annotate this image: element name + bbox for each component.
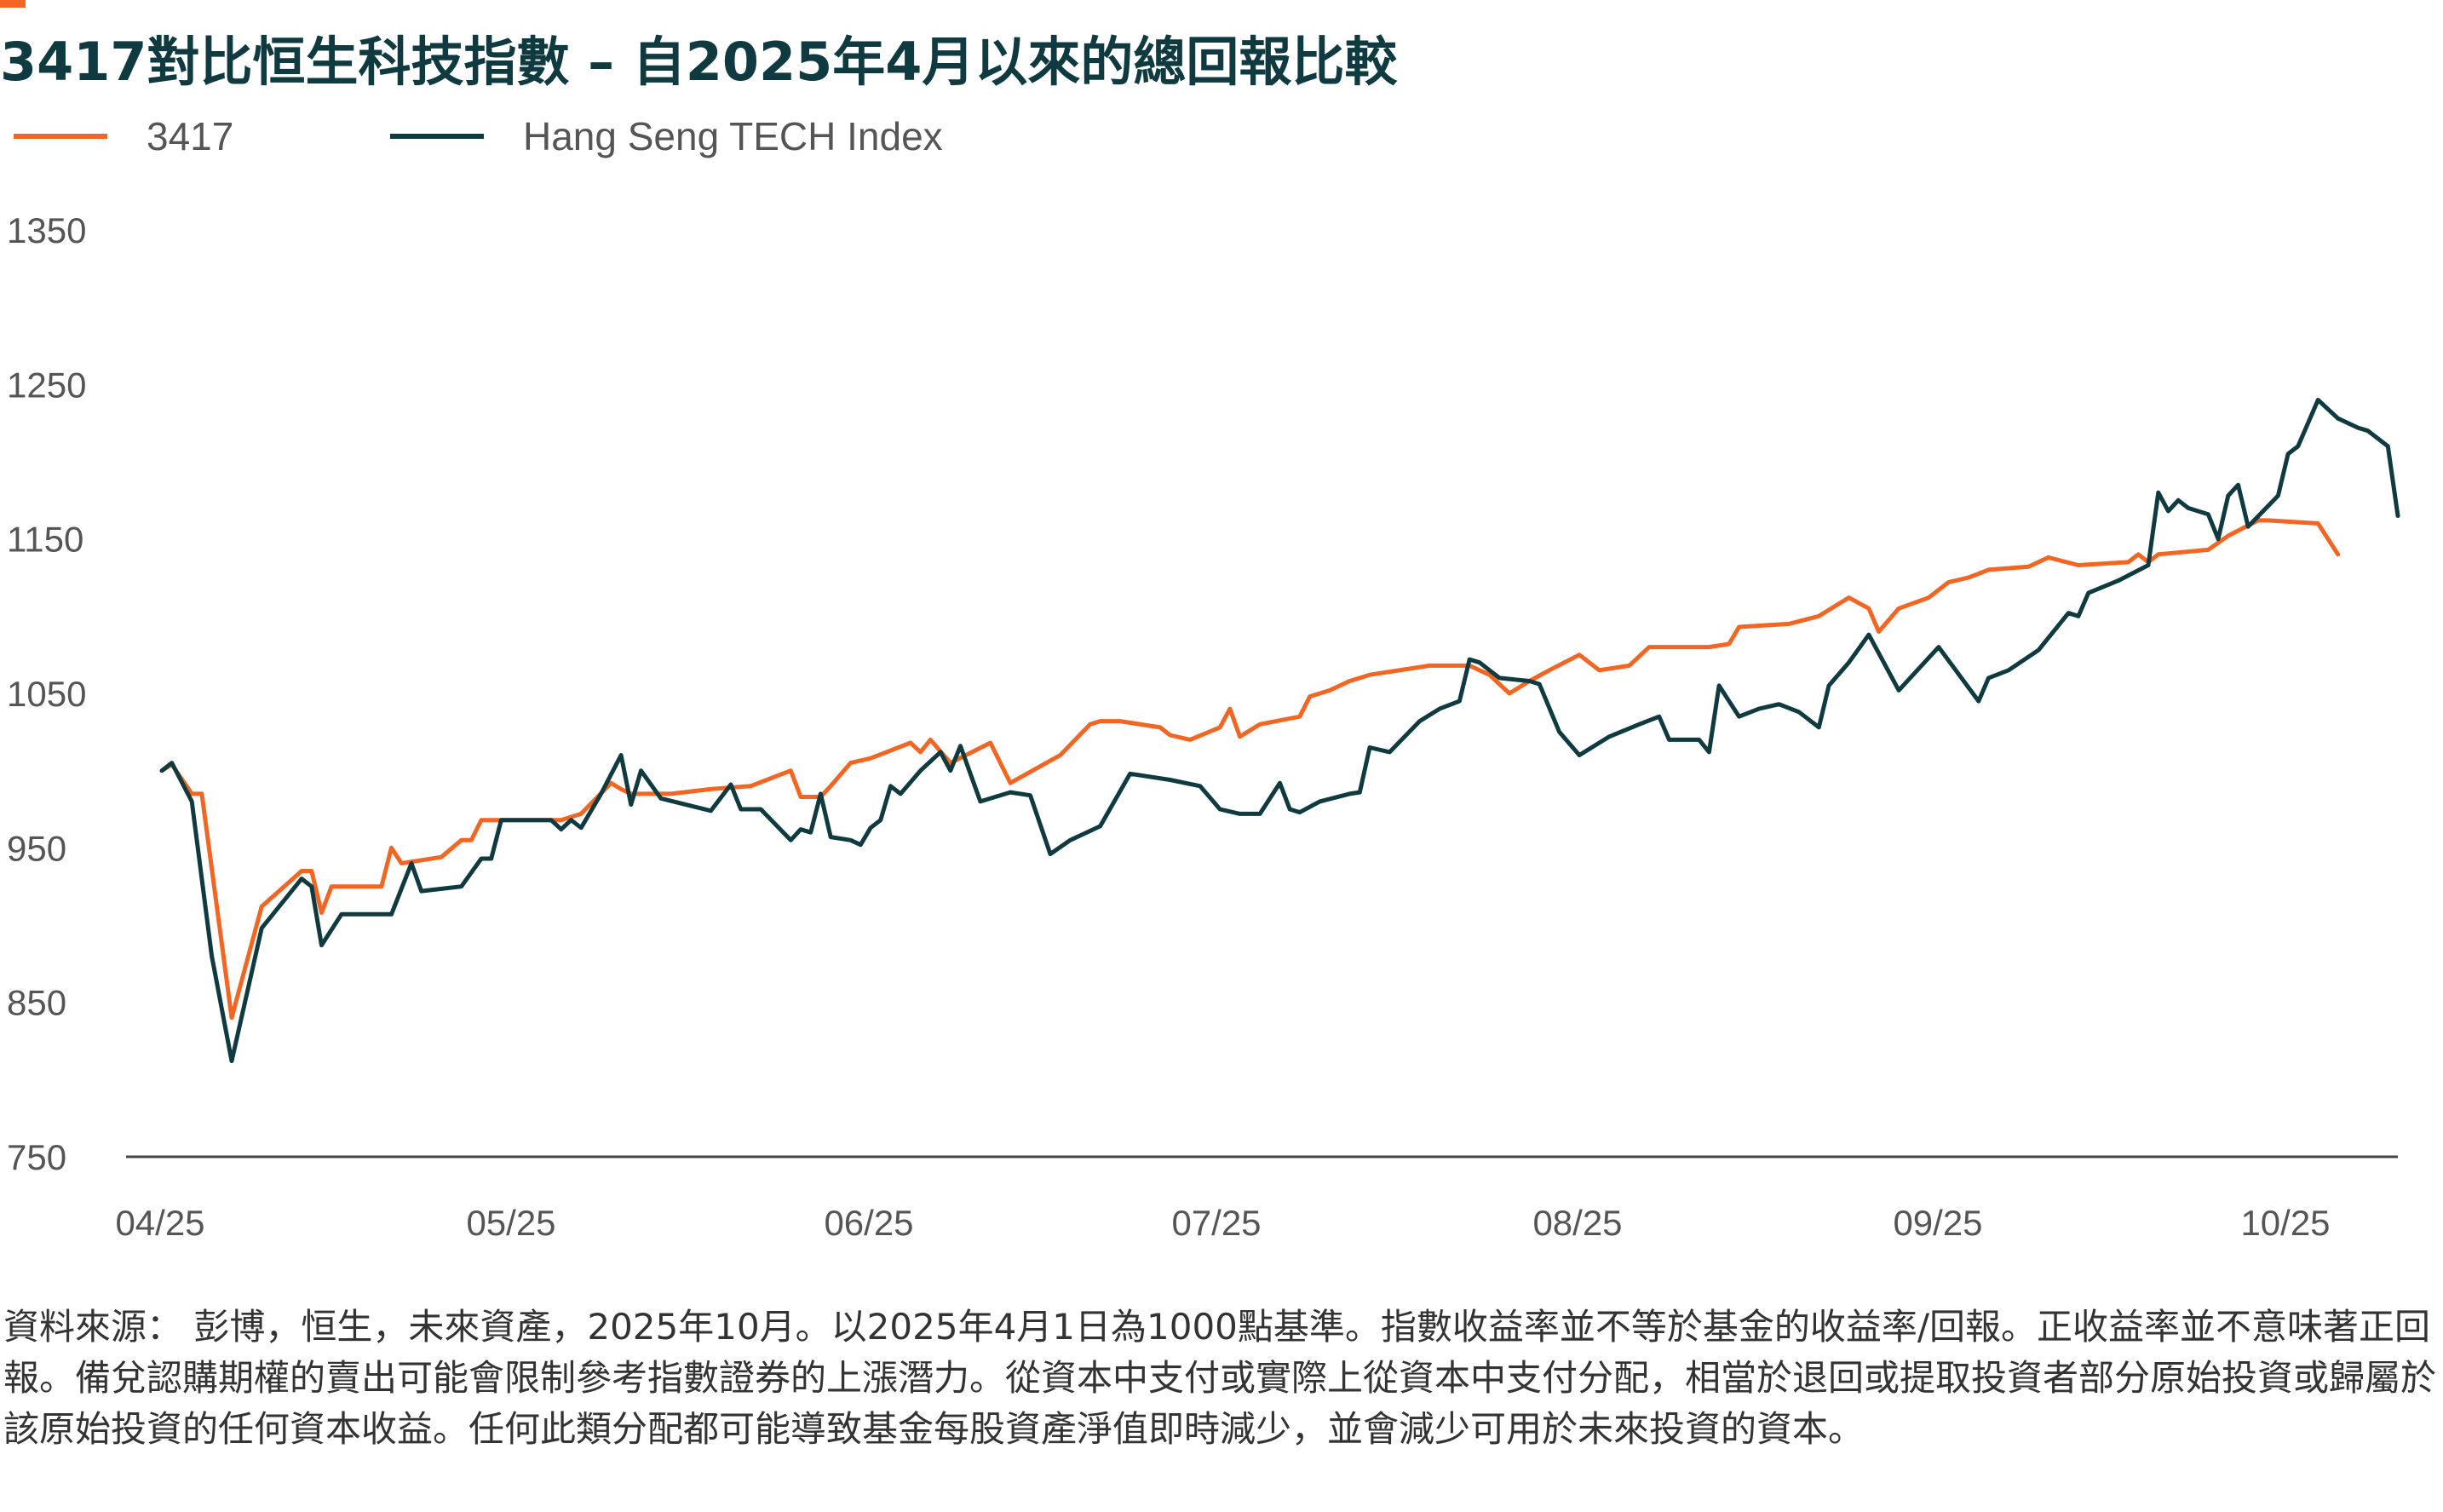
y-tick-label: 850 <box>7 983 66 1023</box>
chart-title: 3417對比恒生科技指數 – 自2025年4月以來的總回報比較 <box>0 31 1398 93</box>
x-tick-label: 07/25 <box>1171 1203 1261 1243</box>
legend-item-hstech: Hang Seng TECH Index <box>390 111 943 162</box>
y-axis-ticks: 1350 1250 1150 1050 950 850 750 <box>7 210 86 1177</box>
legend-swatch-hstech <box>390 134 484 139</box>
legend-label-3417: 3417 <box>147 114 234 158</box>
legend-item-3417: 3417 <box>14 111 233 162</box>
series-layer <box>126 398 2400 1158</box>
accent-bar <box>0 0 26 8</box>
y-tick-label: 1250 <box>7 365 86 405</box>
legend-label-hstech: Hang Seng TECH Index <box>523 114 943 158</box>
y-tick-label: 1150 <box>7 520 83 560</box>
y-tick-label: 950 <box>7 828 66 868</box>
line-chart: 1350 1250 1150 1050 950 850 750 04/25 05/25 06/2… <box>7 210 2400 1243</box>
y-tick-label: 1350 <box>7 210 86 250</box>
series-line-3417 <box>159 518 2341 1020</box>
source-note: 資料來源： 彭博，恒生，未來資產，2025年10月。以2025年4月1日為100… <box>3 1306 2437 1450</box>
legend: 3417 Hang Seng TECH Index <box>0 111 1193 162</box>
y-tick-label: 1050 <box>7 674 86 714</box>
x-axis-ticks: 04/25 05/25 06/25 07/25 08/25 09/25 10/25 <box>115 1203 2330 1243</box>
x-tick-label: 06/25 <box>824 1203 913 1243</box>
legend-swatch-3417 <box>14 134 107 139</box>
x-tick-label: 10/25 <box>2240 1203 2330 1243</box>
series-line-hstech <box>159 398 2400 1064</box>
x-tick-label: 05/25 <box>466 1203 555 1243</box>
x-tick-label: 08/25 <box>1532 1203 1622 1243</box>
x-tick-label: 04/25 <box>115 1203 204 1243</box>
x-tick-label: 09/25 <box>1893 1203 1982 1243</box>
y-tick-label: 750 <box>7 1137 66 1177</box>
